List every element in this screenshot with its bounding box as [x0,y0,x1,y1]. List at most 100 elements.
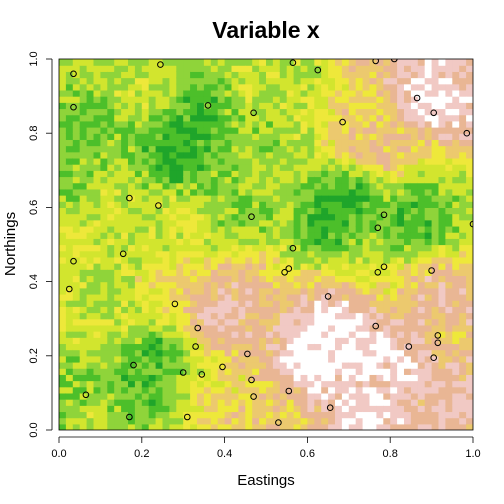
heatmap-cell [197,219,205,227]
heatmap-cell [155,139,164,147]
heatmap-cell [266,77,274,85]
heatmap-cell [417,176,426,184]
heatmap-cell [245,164,253,171]
heatmap-cell [362,300,371,307]
heatmap-cell [162,114,170,122]
heatmap-cell [100,182,108,190]
heatmap-cell [438,244,446,252]
heatmap-cell [259,244,267,252]
heatmap-cell [376,59,384,66]
heatmap-cell [169,386,177,394]
heatmap-cell [210,337,219,345]
heatmap-cell [176,269,184,277]
heatmap-cell [79,145,88,153]
heatmap-cell [93,405,101,413]
heatmap-cell [93,219,101,227]
heatmap-cell [121,281,129,289]
heatmap-cell [210,114,219,122]
heatmap-cell [86,399,95,406]
heatmap-cell [259,386,267,394]
heatmap-cell [369,139,377,147]
heatmap-cell [217,361,226,369]
heatmap-cell [383,176,391,184]
heatmap-cell [300,399,308,406]
heatmap-cell [169,195,177,202]
heatmap-cell [293,195,302,202]
heatmap-cell [383,312,391,320]
sample-point [219,363,226,371]
heatmap-cell [183,380,191,388]
heatmap-cell [79,355,88,363]
heatmap-cell [417,399,426,406]
heatmap-cell [148,300,157,307]
heatmap-cell [190,213,198,221]
heatmap-cell [121,287,129,295]
heatmap-cell [300,324,308,332]
heatmap-cell [362,133,371,140]
heatmap-cell [266,411,274,419]
heatmap-cell [307,65,315,72]
heatmap-cell [169,133,177,140]
heatmap-cell [286,324,295,332]
heatmap-cell [114,300,122,307]
heatmap-cell [445,83,453,91]
heatmap-cell [203,145,212,153]
heatmap-cell [266,145,274,153]
heatmap-cell [107,195,115,202]
heatmap-cell [121,324,129,332]
heatmap-cell [266,225,274,233]
heatmap-cell [335,331,343,338]
heatmap-cell [417,71,426,79]
heatmap-cell [128,324,136,332]
heatmap-cell [362,263,371,270]
heatmap-cell [286,423,295,430]
heatmap-cell [217,164,226,171]
heatmap-cell [335,139,343,147]
y-tick-label: 0.8 [28,126,40,141]
heatmap-cell [183,232,191,239]
heatmap-cell [162,77,170,85]
heatmap-cell [383,170,391,178]
heatmap-cell [203,244,212,252]
heatmap-cell [65,399,74,406]
heatmap-cell [100,201,108,208]
heatmap-cell [466,133,473,140]
heatmap-cell [266,65,274,72]
heatmap-cell [245,108,253,116]
heatmap-cell [410,355,419,363]
heatmap-cell [210,244,219,252]
heatmap-cell [86,71,95,79]
heatmap-cell [445,89,453,97]
heatmap-cell [121,59,129,66]
heatmap-cell [390,244,398,252]
heatmap-cell [203,59,212,66]
heatmap-cell [438,102,446,110]
heatmap-cell [183,293,191,301]
heatmap-cell [259,411,267,419]
heatmap-cell [245,65,253,72]
heatmap-cell [93,133,101,140]
heatmap-cell [65,250,74,258]
heatmap-cell [245,225,253,233]
heatmap-cell [176,83,184,91]
heatmap-cell [286,139,295,147]
heatmap-cell [335,188,343,196]
heatmap-cell [155,380,164,388]
heatmap-cell [452,423,460,430]
heatmap-cell [266,361,274,369]
heatmap-cell [238,201,246,208]
heatmap-cell [93,83,101,91]
heatmap-cell [148,219,157,227]
heatmap-cell [134,127,143,134]
heatmap-cell [65,65,74,72]
heatmap-cell [259,201,267,208]
heatmap-cell [107,324,115,332]
heatmap-cell [231,188,239,196]
heatmap-cell [300,108,308,116]
heatmap-cell [238,361,246,369]
heatmap-cell [390,423,398,430]
heatmap-cell [369,244,377,252]
heatmap-cell [224,368,233,375]
heatmap-cell [383,120,391,128]
heatmap-cell [203,337,212,345]
